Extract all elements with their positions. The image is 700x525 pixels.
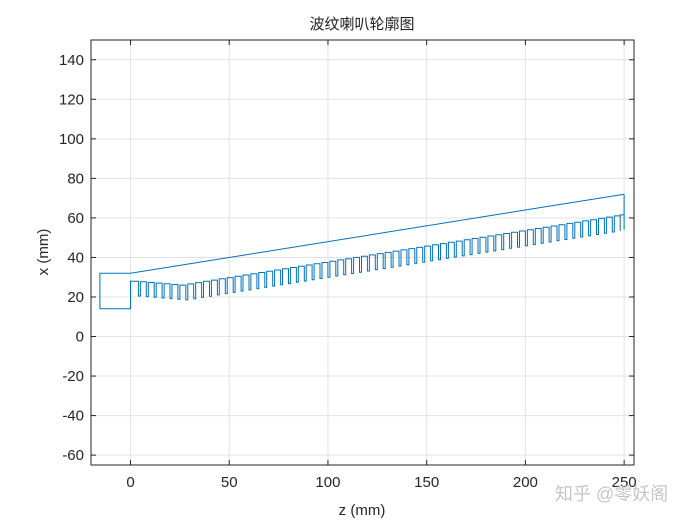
watermark: 知乎 @零妖阁 [555,484,668,504]
grid [91,40,634,465]
profile-line [99,193,625,310]
ticks: 0 50 100 150 200 250 -60 -40 -20 0 20 40 60 80 100 120 1… [59,40,637,491]
x-tick-label: 0 [126,474,134,491]
x-tick-label: 250 [612,474,637,491]
y-tick-label: 80 [67,170,84,187]
y-tick-label: -20 [62,368,84,385]
y-tick-label: 60 [67,210,84,227]
x-tick-label: 50 [221,474,238,491]
y-tick-label: -60 [62,447,84,464]
y-tick-label: -40 [62,408,84,425]
y-tick-label: 100 [59,131,84,148]
x-tick-label: 200 [513,474,538,491]
x-axis-label: z (mm) [339,502,386,519]
y-tick-label: 120 [59,91,84,108]
axes-frame [90,39,635,466]
x-tick-label: 100 [315,474,340,491]
y-tick-label: 140 [59,52,84,69]
y-tick-label: 0 [76,329,84,346]
y-tick-label: 40 [67,249,84,266]
y-axis-label: x (mm) [35,229,52,276]
x-tick-label: 150 [414,474,439,491]
y-tick-label: 20 [67,289,84,306]
chart-title: 波纹喇叭轮廓图 [309,15,414,33]
